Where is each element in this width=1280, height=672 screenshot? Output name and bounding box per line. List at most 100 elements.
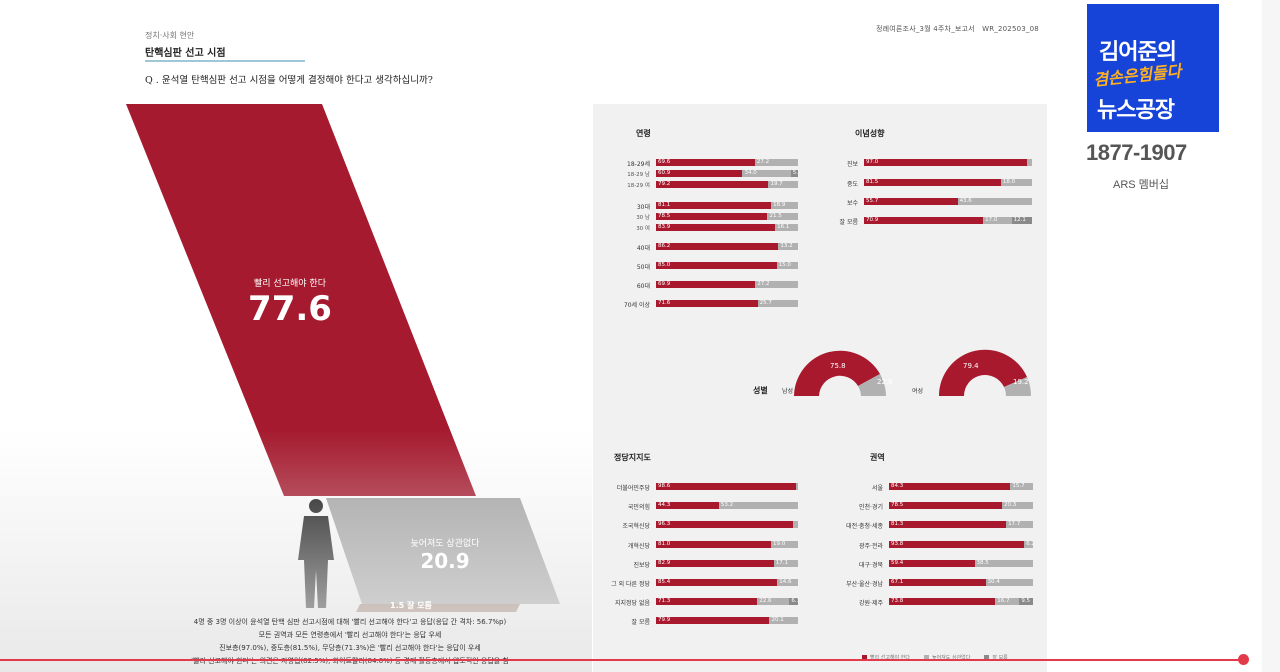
section-title-ideology: 이념성향	[855, 129, 885, 138]
ideology-bar: 97.0	[864, 159, 1032, 166]
party-bar-segment: 6.1	[789, 598, 798, 605]
age-bar-segment: 69.9	[656, 281, 756, 288]
party-bar: 98.6	[656, 483, 798, 490]
title-underline	[145, 60, 305, 62]
summary-notes: 4명 중 3명 이상이 윤석열 탄핵 심판 선고시점에 대해 '빨리 선고해야 …	[100, 616, 600, 668]
age-bar-segment: 16.1	[775, 224, 798, 231]
section-title-gender: 성별	[753, 386, 768, 395]
region-bar-segment: 38.5	[974, 560, 1033, 567]
party-bar: 85.4 14.6	[656, 579, 798, 586]
region-bar-segment: 81.3	[889, 521, 1007, 528]
age-row-label: 18-29세	[627, 161, 650, 168]
bottom-fade	[0, 430, 592, 672]
age-bar: 78.5 21.5	[656, 213, 798, 220]
age-bar: 71.6 25.7	[656, 300, 798, 307]
ideology-bar: 55.7 43.6	[864, 198, 1032, 205]
party-bar: 96.3	[656, 521, 798, 528]
age-bar-segment: 21.5	[767, 213, 798, 220]
age-bar: 86.2 13.2	[656, 243, 798, 250]
age-bar-segment: 71.6	[656, 300, 758, 307]
section-title-region: 권역	[870, 453, 885, 462]
region-row-label: 대전·충청·세종	[846, 523, 883, 530]
age-row-label: 40대	[636, 245, 650, 252]
main-answer-label: 빨리 선고해야 한다	[254, 279, 326, 289]
party-bar-segment: 17.1	[773, 560, 798, 567]
region-bar-segment: 73.8	[889, 598, 996, 605]
age-bar-segment: 69.6	[656, 159, 755, 166]
party-row-label: 잘 모름	[631, 619, 650, 626]
age-row-label: 18-29 여	[627, 183, 650, 189]
female-label: 여성	[912, 388, 924, 395]
right-margin	[1262, 0, 1280, 672]
age-bar-segment: 27.2	[754, 159, 798, 166]
region-bar: 93.86.2	[889, 541, 1033, 548]
region-bar: 81.3 17.7	[889, 521, 1033, 528]
age-row-label: 30대	[636, 204, 650, 211]
male-second-value: 22.6	[877, 378, 893, 386]
party-bar-segment: 53.2	[718, 502, 798, 509]
party-bar-segment: 19.0	[771, 541, 798, 548]
region-row-label: 강원·제주	[859, 600, 883, 607]
age-bar-segment: 83.9	[656, 224, 776, 231]
region-bar-segment: 16.7	[995, 598, 1020, 605]
age-bar-segment: 79.2	[656, 181, 769, 188]
region-bar-segment: 93.8	[889, 541, 1025, 548]
party-bar-segment: 71.3	[656, 598, 758, 605]
chart-legend: 빨리 선고해야 한다 늦어져도 상관없다 잘 모름	[862, 654, 1008, 661]
party-row-label: 개혁신당	[627, 543, 650, 550]
party-row-label: 더불어민주당	[616, 485, 650, 492]
second-answer-block: 늦어져도 상관없다 20.9	[380, 536, 510, 573]
region-row-label: 서울	[871, 485, 883, 492]
video-progress-handle[interactable]	[1238, 654, 1249, 665]
region-bar-segment: 59.4	[889, 560, 975, 567]
region-row-label: 광주·전라	[859, 543, 883, 550]
age-bar-segment: 81.1	[656, 202, 772, 209]
ars-membership-label: ARS 멤버십	[1113, 179, 1170, 191]
ideology-bar: 70.9 17.0 12.1	[864, 217, 1032, 224]
party-bar: 44.3 53.2	[656, 502, 798, 509]
section-title-age: 연령	[636, 129, 651, 138]
party-bar-segment: 81.0	[656, 541, 772, 548]
female-donut	[938, 349, 1032, 396]
male-main-value: 75.8	[830, 362, 846, 370]
party-bar: 79.9 20.1	[656, 617, 798, 624]
ars-phone-number: 1877-1907	[1086, 140, 1187, 165]
legend-item: 잘 모름	[984, 654, 1008, 661]
second-answer-value: 20.9	[420, 549, 470, 573]
age-bar-segment: 60.9	[656, 170, 743, 177]
female-second-value: 19.2	[1013, 378, 1029, 386]
party-row-label: 조국혁신당	[622, 523, 650, 530]
ideology-bar-segment: 12.1	[1011, 217, 1032, 224]
age-bar-segment: 19.7	[768, 181, 798, 188]
main-answer-value: 77.6	[248, 289, 332, 329]
ideology-bar-segment: 43.6	[957, 198, 1032, 205]
ideology-bar-segment: 70.9	[864, 217, 984, 224]
party-bar-segment: 22.6	[757, 598, 790, 605]
age-bar: 83.9 16.1	[656, 224, 798, 231]
page-title: 탄핵심판 선고 시점	[145, 48, 226, 59]
region-bar-segment: 6.2	[1024, 541, 1033, 548]
age-bar-segment: 85.0	[656, 262, 777, 269]
video-progress-bar[interactable]	[0, 659, 1244, 661]
age-bar: 85.0 15.0	[656, 262, 798, 269]
region-bar: 67.1 30.4	[889, 579, 1033, 586]
party-bar-segment: 44.3	[656, 502, 719, 509]
age-bar-segment: 34.0	[742, 170, 791, 177]
ideology-row-label: 중도	[846, 181, 858, 188]
age-bar-segment: 13.2	[778, 243, 798, 250]
ideology-bar-segment: 55.7	[864, 198, 958, 205]
party-bar-segment	[792, 521, 798, 528]
party-bar-segment: 82.9	[656, 560, 774, 567]
age-bar: 69.6 27.2	[656, 159, 798, 166]
party-bar-segment	[796, 483, 798, 490]
region-bar: 84.3 15.7	[889, 483, 1033, 490]
report-ref: 정례여론조사_3월 4주차_보고서 WR_202503_08	[876, 25, 1039, 33]
age-row-label: 60대	[636, 283, 650, 290]
male-label: 남성	[782, 388, 794, 395]
second-answer-label: 늦어져도 상관없다	[410, 539, 480, 549]
region-bar-segment: 17.7	[1006, 521, 1033, 528]
age-row-label: 18-29 남	[627, 172, 650, 178]
party-bar-segment: 96.3	[656, 521, 793, 528]
party-bar: 71.322.66.1	[656, 598, 798, 605]
age-bar-segment: 78.5	[656, 213, 768, 220]
